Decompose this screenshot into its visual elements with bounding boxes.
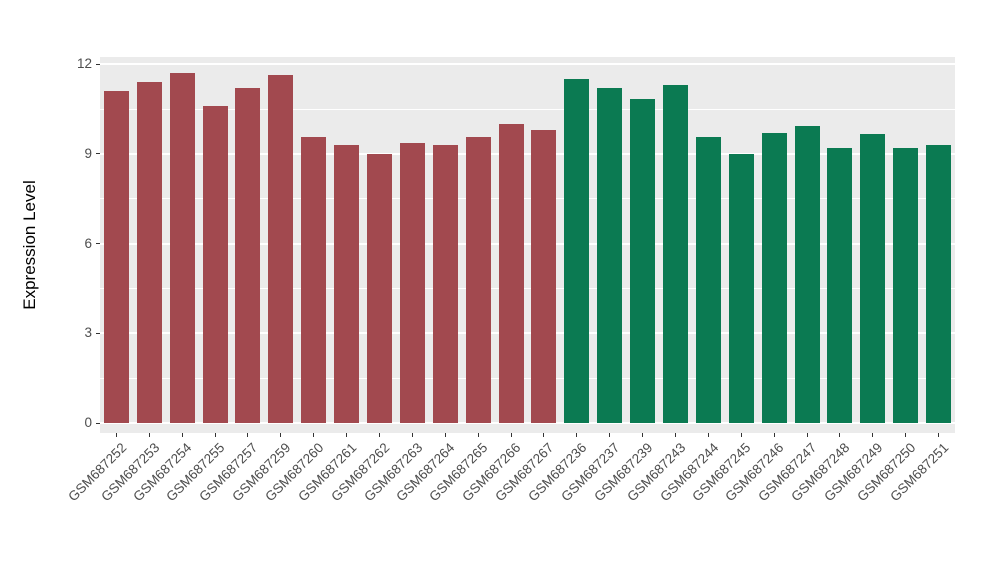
- bar-GSM687247: [794, 125, 820, 423]
- bar-GSM687262: [367, 153, 393, 423]
- x-tick-mark: [444, 433, 446, 437]
- gridline-major: [100, 242, 955, 245]
- gridline-minor: [100, 108, 955, 110]
- bar-GSM687252: [103, 91, 129, 423]
- gridline-major: [100, 422, 955, 424]
- x-tick-mark: [872, 433, 874, 437]
- bar-GSM687249: [860, 134, 886, 423]
- x-tick-mark: [148, 433, 150, 437]
- bar-GSM687248: [827, 147, 853, 423]
- x-tick-mark: [674, 433, 676, 437]
- bar-GSM687260: [301, 137, 327, 423]
- y-tick-label: 0: [84, 415, 92, 430]
- x-tick-mark: [740, 433, 742, 437]
- x-tick-mark: [905, 433, 907, 437]
- y-tick-label: 6: [84, 235, 92, 251]
- bar-GSM687253: [136, 82, 162, 423]
- y-tick-mark: [96, 422, 100, 424]
- bar-GSM687237: [597, 88, 623, 423]
- y-tick-mark: [96, 332, 100, 334]
- x-tick-mark: [839, 433, 841, 437]
- x-tick-mark: [543, 433, 545, 437]
- bar-GSM687255: [202, 106, 228, 423]
- x-tick-mark: [773, 433, 775, 437]
- x-tick-mark: [214, 433, 216, 437]
- bar-GSM687244: [695, 137, 721, 423]
- x-tick-mark: [247, 433, 249, 437]
- x-tick-mark: [477, 433, 479, 437]
- x-tick-mark: [576, 433, 578, 437]
- bar-GSM687251: [926, 144, 952, 423]
- bar-GSM687239: [630, 98, 656, 423]
- gridline-minor: [100, 287, 955, 289]
- bar-GSM687266: [498, 124, 524, 423]
- x-tick-mark: [346, 433, 348, 437]
- bar-GSM687254: [169, 73, 195, 423]
- x-tick-mark: [510, 433, 512, 437]
- bar-GSM687267: [531, 129, 557, 423]
- bar-GSM687246: [761, 132, 787, 423]
- y-tick-mark: [96, 153, 100, 155]
- x-tick-mark: [806, 433, 808, 437]
- bar-GSM687236: [564, 79, 590, 423]
- y-tick-label: 12: [76, 56, 92, 72]
- bar-GSM687250: [893, 147, 919, 423]
- x-tick-mark: [609, 433, 611, 437]
- x-tick-mark: [642, 433, 644, 437]
- x-tick-mark: [181, 433, 183, 437]
- y-tick-mark: [96, 63, 100, 65]
- bar-GSM687265: [465, 137, 491, 423]
- x-tick-mark: [938, 433, 940, 437]
- x-tick-mark: [115, 433, 117, 437]
- y-tick-mark: [96, 243, 100, 245]
- gridline-major: [100, 152, 955, 155]
- x-tick-mark: [411, 433, 413, 437]
- gridline-major: [100, 332, 955, 335]
- bar-GSM687257: [235, 88, 261, 423]
- x-tick-mark: [707, 433, 709, 437]
- x-tick-mark: [379, 433, 381, 437]
- bar-GSM687261: [334, 144, 360, 423]
- x-tick-mark: [280, 433, 282, 437]
- bar-GSM687264: [432, 144, 458, 423]
- bar-GSM687243: [662, 85, 688, 423]
- bar-GSM687245: [728, 153, 754, 423]
- y-tick-label: 3: [84, 325, 92, 341]
- gridline-minor: [100, 377, 955, 379]
- x-tick-mark: [313, 433, 315, 437]
- bar-GSM687263: [399, 143, 425, 423]
- y-axis-title: Expression Level: [20, 180, 39, 310]
- y-tick-label: 9: [84, 145, 92, 161]
- bar-GSM687259: [268, 74, 294, 423]
- plot-panel: [100, 57, 955, 433]
- gridline-minor: [100, 198, 955, 200]
- gridline-major: [100, 63, 955, 66]
